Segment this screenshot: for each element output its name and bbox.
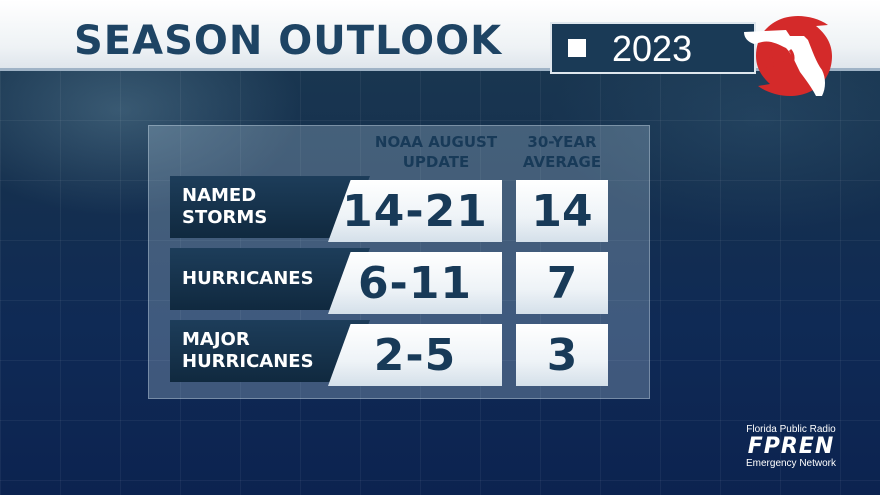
average-column-header: 30-YEAR AVERAGE: [522, 133, 602, 171]
year-badge: 2023: [550, 22, 756, 74]
average-value-major-hurricanes: 3: [516, 324, 608, 386]
noaa-value-named-storms: 14-21: [328, 180, 502, 242]
average-value-hurricanes: 7: [516, 252, 608, 314]
fpren-logo: Florida Public Radio FPREN Emergency Net…: [745, 424, 837, 469]
average-value-named-storms: 14: [516, 180, 608, 242]
florida-hurricane-radar-icon: [744, 16, 832, 96]
square-bullet-icon: [568, 39, 586, 57]
noaa-value-hurricanes: 6-11: [328, 252, 502, 314]
year-text: 2023: [612, 28, 693, 69]
noaa-column-header: NOAA AUGUST UPDATE: [374, 133, 498, 171]
page-title: SEASON OUTLOOK: [74, 18, 503, 64]
noaa-value-major-hurricanes: 2-5: [328, 324, 502, 386]
